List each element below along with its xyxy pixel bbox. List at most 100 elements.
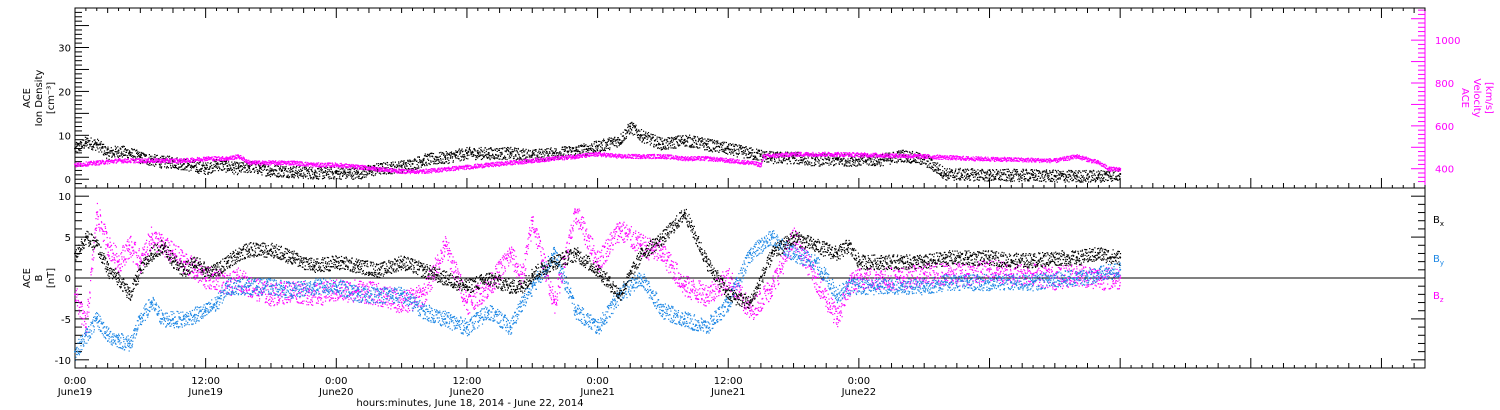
ion-density-point: [489, 159, 491, 161]
ion-density-point: [740, 145, 742, 147]
ion-density-point: [865, 160, 868, 163]
ion-density-point: [383, 162, 385, 164]
ion-density-point: [681, 142, 683, 145]
ion-density-point: [456, 157, 458, 159]
ion-density-point: [587, 149, 589, 152]
ion-density-point: [370, 171, 373, 173]
ion-density-point: [1106, 171, 1108, 173]
ion-density-point: [907, 158, 909, 160]
ion-density-point: [599, 149, 601, 151]
ion-density-point: [945, 169, 947, 171]
ion-density-point: [706, 149, 708, 151]
velocity-point: [177, 162, 180, 164]
ion-density-point: [707, 140, 709, 143]
ion-density-point: [947, 178, 949, 180]
ion-density-point: [483, 149, 485, 151]
ion-density-point: [1019, 174, 1021, 176]
ion-density-point: [102, 146, 104, 148]
ion-density-point: [540, 153, 542, 155]
ion-density-point: [391, 173, 393, 175]
velocity-point: [90, 160, 92, 162]
ion-density-point: [806, 163, 808, 165]
ion-density-point: [473, 148, 475, 150]
ion-density-point: [570, 151, 572, 153]
ion-density-anchor-point: [455, 154, 457, 157]
velocity-point: [159, 160, 161, 162]
ion-density-point: [89, 145, 91, 147]
velocity-point: [264, 162, 266, 164]
ion-density-point: [1000, 179, 1002, 181]
ion-density-point: [613, 140, 615, 142]
ion-density-point: [222, 166, 224, 168]
ion-density-point: [521, 152, 523, 154]
ion-density-point: [676, 142, 678, 144]
ion-density-point: [83, 147, 85, 149]
ion-density-point: [234, 162, 236, 164]
ion-density-point: [600, 149, 602, 152]
ion-density-point: [666, 138, 668, 141]
ion-density-point: [600, 141, 602, 143]
ion-density-point: [1054, 181, 1056, 183]
ion-density-point: [1032, 176, 1034, 178]
ion-density-point: [965, 177, 967, 179]
ion-density-point: [382, 172, 384, 175]
ion-density-point: [882, 159, 884, 161]
ion-density-point: [943, 176, 945, 178]
ion-density-point: [1025, 169, 1027, 171]
ion-density-point: [97, 144, 99, 146]
ion-density-point: [392, 164, 394, 166]
ion-density-point: [526, 151, 528, 153]
ion-density-point: [739, 146, 742, 148]
ion-density-point: [78, 142, 80, 145]
ion-density-anchor-point: [1032, 173, 1035, 176]
ion-density-point: [464, 156, 466, 158]
ion-density-point: [798, 163, 800, 165]
velocity-point: [144, 158, 146, 160]
ion-density-point: [1077, 172, 1079, 174]
ion-density-point: [121, 153, 123, 155]
ion-density-point: [1025, 178, 1027, 180]
ion-density-point: [1052, 169, 1054, 171]
ion-density-point: [800, 159, 803, 162]
ion-density-point: [450, 152, 452, 154]
ion-density-point: [200, 170, 202, 173]
ion-density-point: [224, 168, 226, 170]
velocity-point: [235, 154, 237, 156]
ion-density-point: [678, 145, 680, 147]
velocity-point: [310, 165, 312, 168]
ion-density-point: [657, 147, 659, 149]
ion-density-point: [287, 174, 289, 176]
ion-density-point: [812, 157, 814, 159]
ion-density-point: [258, 165, 260, 167]
ion-density-point: [157, 161, 159, 163]
ion-density-point: [1081, 181, 1083, 183]
ion-density-point: [315, 170, 317, 172]
ion-density-point: [499, 158, 501, 160]
ion-density-point: [342, 168, 344, 170]
ion-density-point: [508, 147, 510, 149]
ion-density-point: [722, 151, 724, 153]
ion-density-point: [671, 141, 673, 143]
velocity-point: [312, 166, 314, 168]
ion-density-point: [559, 153, 561, 155]
ion-density-point: [361, 177, 364, 179]
ion-density-point: [476, 155, 478, 157]
ion-density-point: [569, 147, 571, 149]
ion-density-point: [735, 144, 737, 146]
ion-density-point: [597, 140, 600, 142]
ion-density-point: [315, 171, 317, 173]
ion-density-point: [1001, 172, 1003, 174]
ion-density-point: [786, 163, 788, 165]
ion-density-point: [674, 147, 676, 149]
ion-density-point: [463, 158, 465, 160]
ion-density-point: [642, 134, 644, 136]
ion-density-point: [314, 174, 316, 176]
ion-density-point: [334, 170, 337, 172]
ion-density-point: [805, 153, 807, 155]
ion-density-point: [351, 177, 353, 179]
ion-density-point: [385, 167, 387, 169]
ion-density-point: [305, 166, 307, 168]
ion-density-point: [125, 154, 127, 156]
ion-density-point: [947, 175, 950, 177]
ion-density-point: [429, 156, 431, 158]
